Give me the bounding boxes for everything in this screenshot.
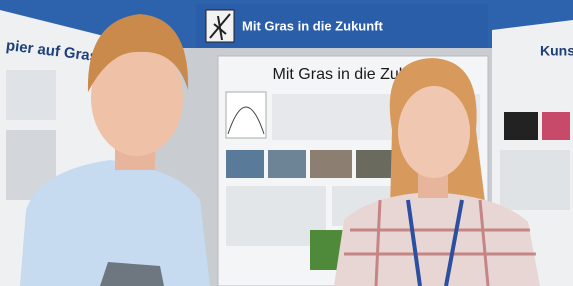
color-photo — [542, 112, 570, 140]
object — [100, 262, 164, 286]
face — [398, 86, 470, 178]
text-block — [500, 150, 570, 210]
banner-title: Mit Gras in die Zukunft — [242, 18, 384, 33]
left-poster-figure — [6, 70, 56, 120]
screen-photo — [504, 112, 538, 140]
chart-figure — [226, 92, 266, 138]
photo-2 — [268, 150, 306, 178]
photo-3 — [310, 150, 352, 178]
photo: Mit Gras in die Zukunft pier auf Grasb M… — [0, 0, 573, 286]
right-poster-title: Kuns — [540, 43, 573, 59]
photo-1 — [226, 150, 264, 178]
